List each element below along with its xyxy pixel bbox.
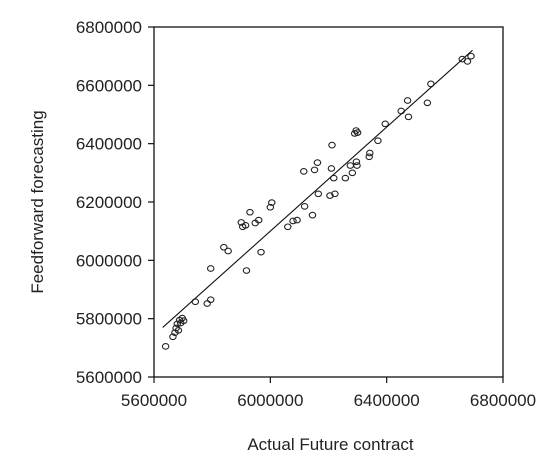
y-tick-label: 6200000 [76,193,142,212]
data-point [257,248,265,256]
data-point [314,190,323,198]
data-point [366,149,374,157]
plot-area-border [153,26,504,378]
scatter-points [161,52,475,350]
data-point [348,169,357,177]
data-point [310,166,319,174]
plot-frame [153,26,504,378]
x-tick-label: 5600000 [121,391,187,410]
data-point [427,80,435,88]
data-point [397,107,405,115]
data-point [404,113,413,121]
data-point [327,165,336,172]
data-point [206,265,215,272]
data-point [242,267,251,274]
trendline-group [162,49,473,328]
data-point [308,211,317,219]
data-point [161,343,170,350]
data-point [365,153,373,161]
data-point [374,137,382,145]
y-tick-label: 5800000 [76,310,142,329]
y-axis: 5600000 5800000 6000000 6200000 6400000 66000… [76,18,154,387]
x-tick-label: 6800000 [470,391,536,410]
x-axis-label: Actual Future contract [247,435,414,454]
x-tick-label: 6000000 [237,391,303,410]
data-point [266,203,275,211]
data-point [341,174,350,182]
data-point [284,223,292,231]
data-point [173,320,182,328]
data-point [353,129,362,136]
y-tick-label: 6600000 [76,76,142,95]
y-tick-label: 6400000 [76,135,142,154]
data-point [174,326,183,334]
data-point [203,300,211,307]
x-tick-label: 6400000 [354,391,420,410]
data-point [329,174,338,182]
data-point [313,159,322,166]
data-point [220,243,228,251]
y-tick-label: 6800000 [76,18,142,37]
y-tick-label: 5600000 [76,368,142,387]
data-point [246,208,254,216]
data-point [328,141,336,149]
data-point [293,216,301,224]
data-point [300,203,309,210]
data-point [381,120,389,128]
data-point [346,162,355,169]
data-point [326,192,334,199]
data-point [467,52,475,60]
data-point [268,199,276,206]
x-axis: 5600000 6000000 6400000 6800000 [121,377,536,410]
data-point [254,216,263,224]
data-point [169,333,177,341]
data-point [353,162,361,169]
data-point [289,217,297,225]
trendline [162,49,473,328]
y-tick-label: 6000000 [76,251,142,270]
y-axis-label: Feedforward forecasting [28,110,47,293]
data-point [352,158,361,166]
data-point [206,296,215,304]
data-point [224,247,232,255]
data-point [300,168,308,175]
data-point [331,190,339,198]
data-point [241,221,250,229]
data-point [423,99,432,107]
data-point [179,317,188,325]
data-point [463,58,472,65]
data-point [403,97,412,104]
